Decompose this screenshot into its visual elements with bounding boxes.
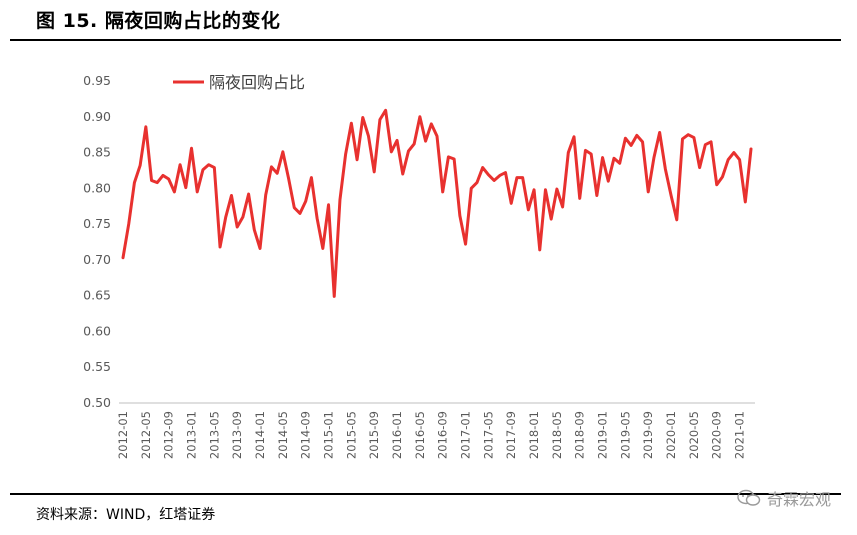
x-tick-label: 2015-05 bbox=[344, 411, 358, 459]
y-tick-label: 0.55 bbox=[83, 359, 111, 374]
y-tick-label: 0.60 bbox=[83, 323, 111, 338]
legend: 隔夜回购占比 bbox=[173, 73, 305, 92]
wechat-icon bbox=[737, 489, 761, 506]
y-tick-label: 0.95 bbox=[83, 73, 111, 88]
x-tick-label: 2014-01 bbox=[253, 411, 267, 459]
y-tick-label: 0.80 bbox=[83, 180, 111, 195]
legend-label: 隔夜回购占比 bbox=[209, 73, 305, 92]
x-tick-label: 2014-05 bbox=[276, 411, 290, 459]
x-tick-label: 2021-01 bbox=[733, 411, 747, 459]
watermark: 奇霖宏观 bbox=[737, 486, 831, 510]
y-tick-label: 0.50 bbox=[83, 395, 111, 410]
y-tick-label: 0.85 bbox=[83, 145, 111, 160]
x-tick-label: 2013-01 bbox=[185, 411, 199, 459]
x-tick-label: 2012-01 bbox=[116, 411, 130, 459]
y-tick-label: 0.70 bbox=[83, 252, 111, 267]
x-tick-label: 2018-01 bbox=[527, 411, 541, 459]
x-tick-label: 2017-09 bbox=[504, 411, 518, 459]
x-tick-label: 2019-05 bbox=[618, 411, 632, 459]
x-tick-label: 2018-05 bbox=[550, 411, 564, 459]
y-tick-label: 0.65 bbox=[83, 288, 111, 303]
x-tick-label: 2013-05 bbox=[207, 411, 221, 459]
x-tick-label: 2019-01 bbox=[596, 411, 610, 459]
watermark-text: 奇霖宏观 bbox=[766, 490, 831, 509]
x-tick-label: 2016-01 bbox=[390, 411, 404, 459]
x-tick-label: 2018-09 bbox=[573, 411, 587, 459]
y-tick-label: 0.90 bbox=[83, 109, 111, 124]
y-axis-ticks: 0.50 0.55 0.60 0.65 0.70 0.75 0.80 0.85 0.90 0.95 bbox=[83, 73, 111, 410]
x-tick-label: 2019-09 bbox=[641, 411, 655, 459]
bottom-rule bbox=[10, 493, 841, 495]
x-tick-label: 2020-09 bbox=[710, 411, 724, 459]
x-axis-ticks: 2012-01 2012-05 2012-09 2013-01 2013-05 2013-… bbox=[116, 411, 747, 459]
x-tick-label: 2012-05 bbox=[139, 411, 153, 459]
series-line-overnight-repo-share bbox=[121, 108, 753, 298]
x-tick-label: 2017-01 bbox=[459, 411, 473, 459]
x-tick-label: 2016-09 bbox=[436, 411, 450, 459]
x-tick-label: 2015-09 bbox=[367, 411, 381, 459]
x-tick-label: 2014-09 bbox=[299, 411, 313, 459]
source-note: 资料来源：WIND，红塔证券 bbox=[36, 507, 216, 523]
x-tick-label: 2017-05 bbox=[481, 411, 495, 459]
x-tick-label: 2013-09 bbox=[230, 411, 244, 459]
x-tick-label: 2016-05 bbox=[413, 411, 427, 459]
x-tick-label: 2020-05 bbox=[687, 411, 701, 459]
top-rule bbox=[10, 39, 841, 41]
figure-title: 图 15. 隔夜回购占比的变化 bbox=[36, 10, 281, 32]
y-tick-label: 0.75 bbox=[83, 216, 111, 231]
x-tick-label: 2015-01 bbox=[322, 411, 336, 459]
x-tick-label: 2012-09 bbox=[162, 411, 176, 459]
x-tick-label: 2020-01 bbox=[664, 411, 678, 459]
